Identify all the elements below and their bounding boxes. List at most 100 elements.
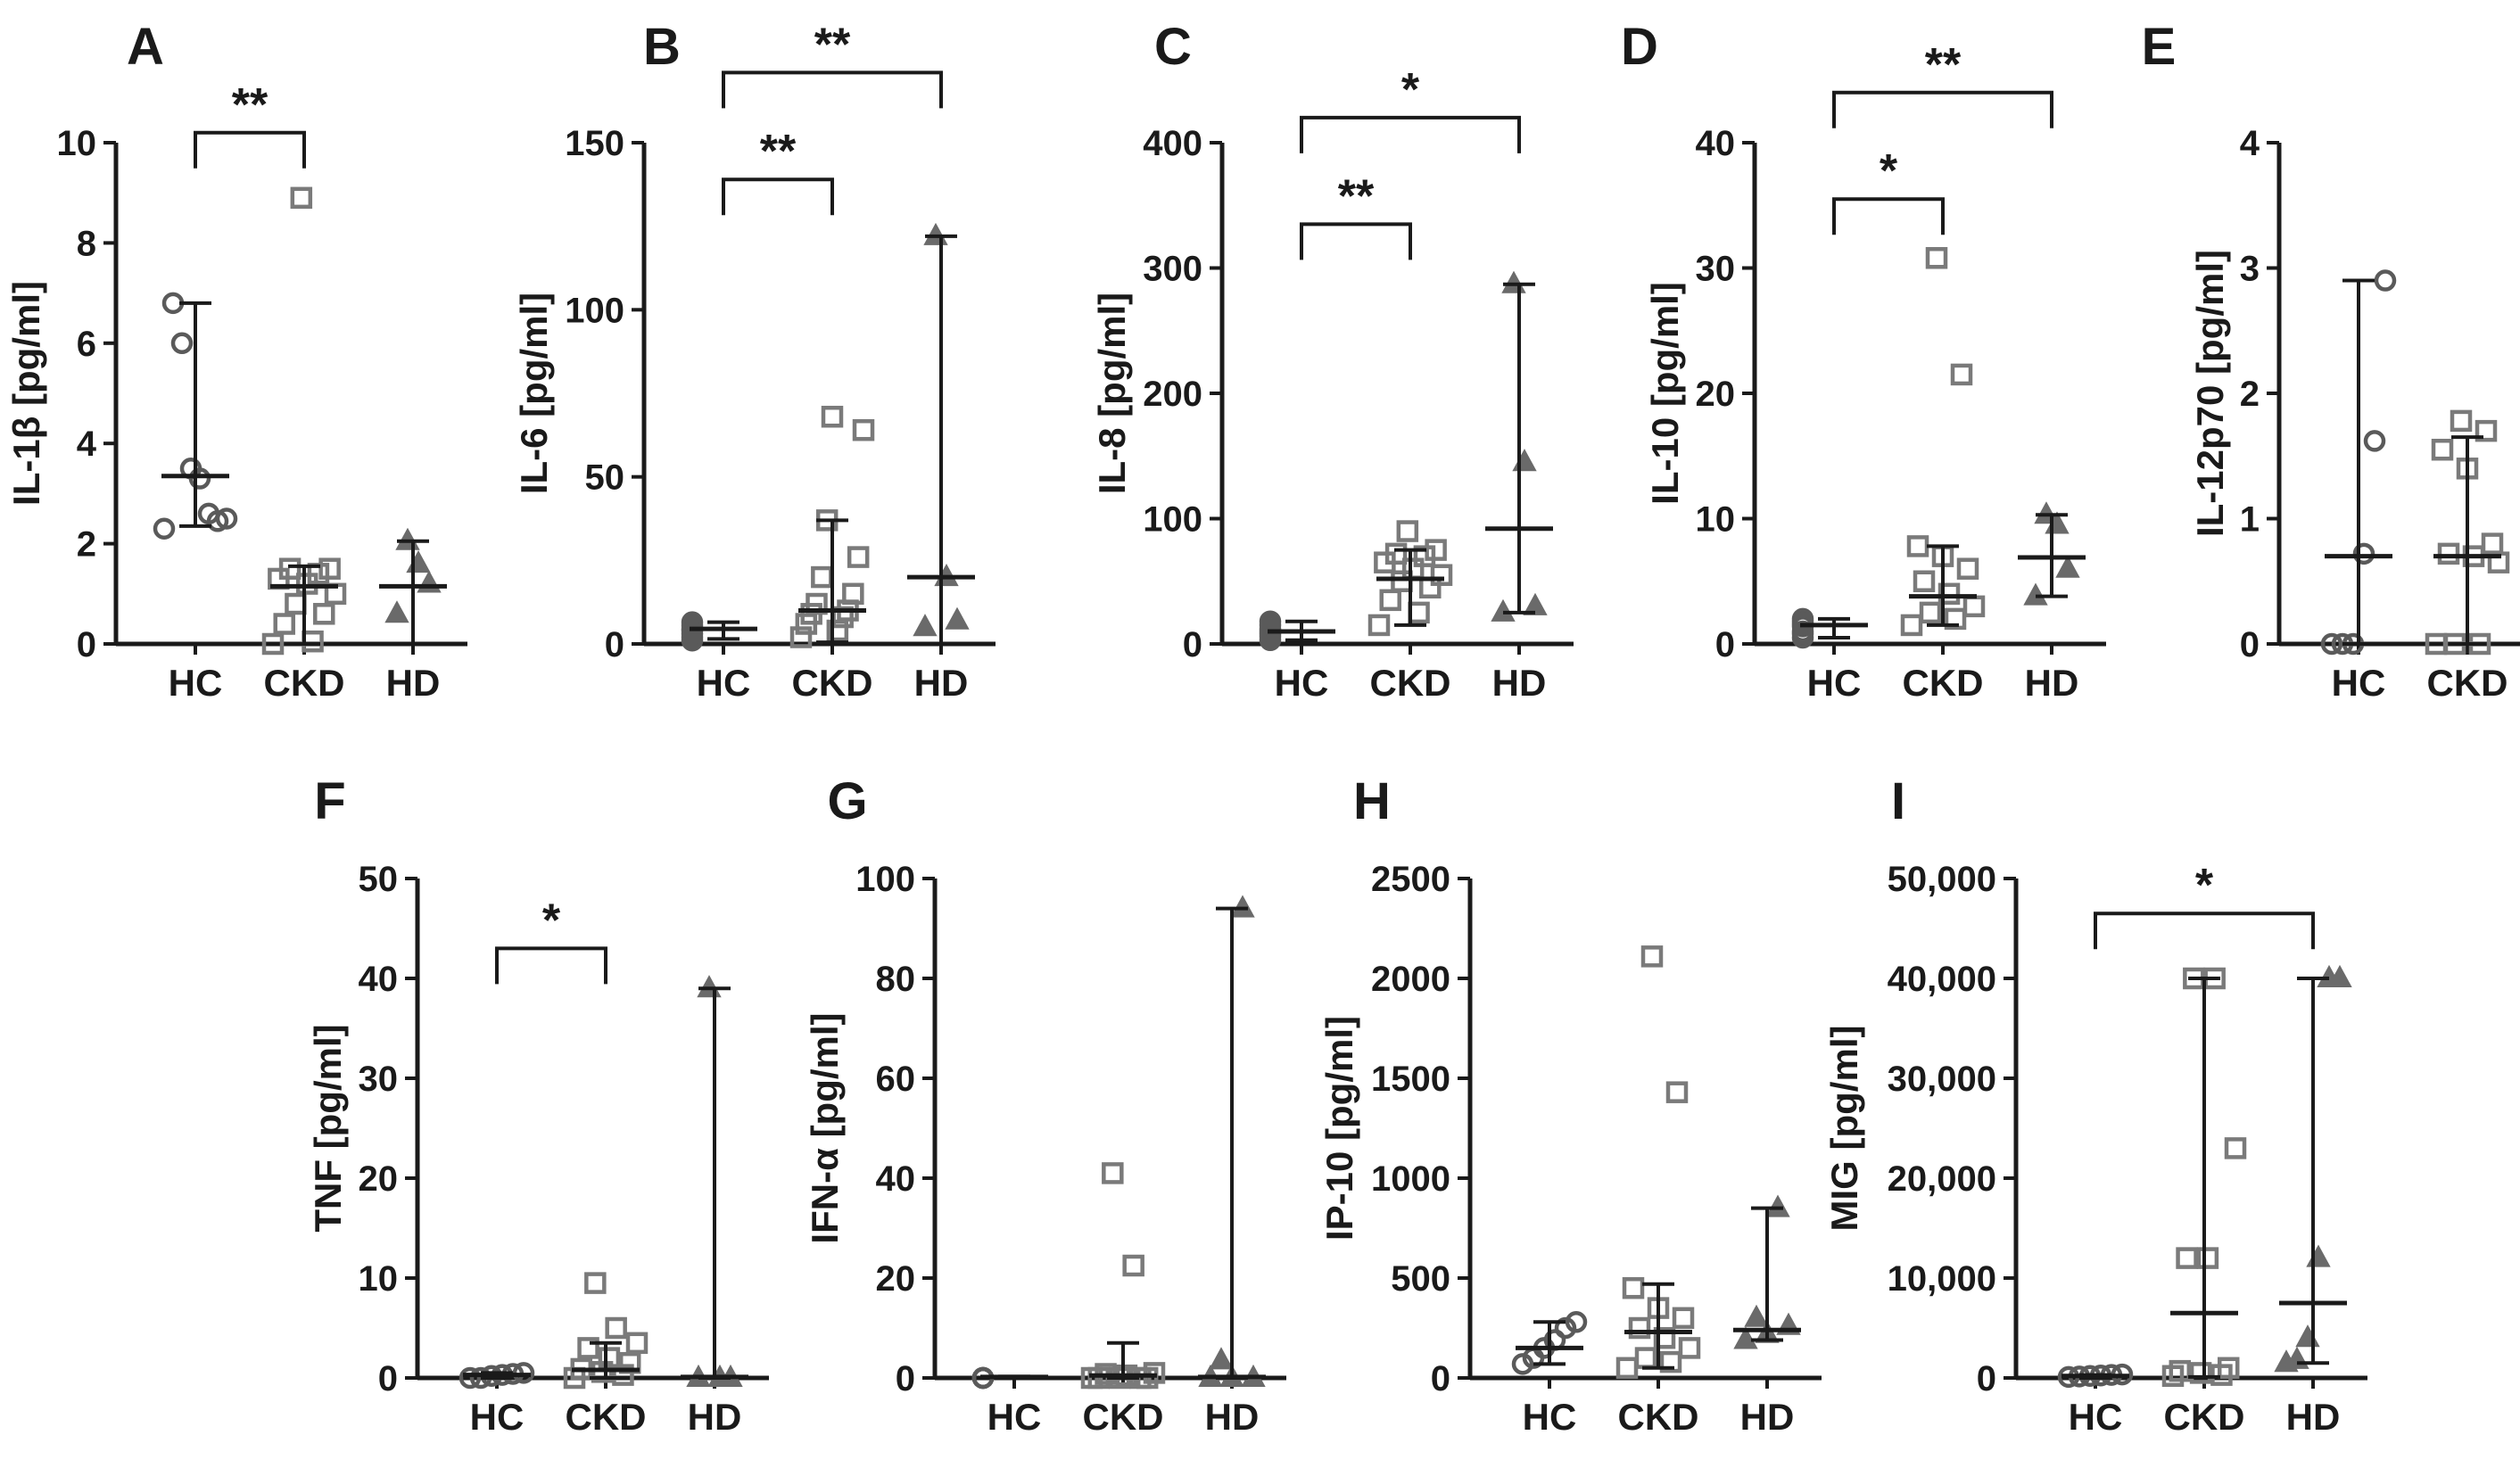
y-axis-title: IL-8 [pg/ml] — [1091, 293, 1133, 494]
panel-letter: D — [1621, 18, 1658, 76]
y-tick-label: 10,000 — [1888, 1259, 1996, 1299]
x-category-label: HD — [2025, 662, 2079, 704]
y-tick-label: 500 — [1391, 1259, 1450, 1299]
data-point — [2437, 542, 2460, 565]
data-point — [313, 603, 335, 625]
x-category-label: HC — [2332, 662, 2386, 704]
data-point — [1615, 1357, 1639, 1380]
data-point — [789, 626, 813, 648]
data-point — [1900, 614, 1923, 637]
data-point — [2176, 1247, 2198, 1269]
data-point — [1408, 601, 1430, 624]
panel-f: F 0 10 20 30 40 50 TNF [pg/ml] HC CKD HD * — [307, 772, 769, 1438]
group-hc — [153, 292, 238, 540]
group-hc — [681, 611, 757, 652]
y-tick-label: 20 — [876, 1259, 916, 1299]
group-hc — [1259, 610, 1335, 652]
group-ckd — [261, 186, 347, 656]
y-axis-title: IL-10 [pg/ml] — [1644, 282, 1686, 505]
y-tick-label: 40 — [359, 960, 399, 999]
group-hd — [681, 975, 748, 1387]
y-tick-label: 40 — [1696, 124, 1736, 163]
data-point — [811, 565, 833, 589]
data-point — [1209, 1347, 1234, 1370]
data-point — [577, 1337, 599, 1359]
data-point — [1678, 1337, 1701, 1359]
y-axis-title: IL-6 [pg/ml] — [513, 293, 555, 494]
significance-label: ** — [232, 79, 269, 131]
y-tick-label: 50 — [585, 458, 625, 498]
y-tick-label: 2 — [2240, 375, 2260, 414]
y-tick-label: 10 — [57, 124, 97, 163]
data-point — [1102, 1162, 1124, 1184]
data-point — [417, 570, 442, 593]
y-tick-label: 40 — [876, 1159, 916, 1199]
data-point — [1430, 564, 1453, 586]
data-point — [1419, 576, 1442, 599]
x-category-label: HD — [1740, 1396, 1795, 1438]
x-category-label: HC — [987, 1396, 1042, 1438]
significance-bracket — [495, 946, 607, 985]
data-point — [681, 611, 704, 633]
data-point — [1640, 945, 1664, 968]
group-hc — [971, 1366, 1048, 1390]
data-point — [2169, 1359, 2192, 1382]
y-tick-label: 2500 — [1371, 860, 1450, 899]
y-tick-label: 80 — [876, 960, 916, 999]
data-point — [852, 418, 875, 441]
data-point — [1672, 1307, 1695, 1330]
group-hd — [1198, 895, 1266, 1387]
significance-label: * — [2195, 860, 2214, 911]
data-point — [1634, 1347, 1657, 1369]
y-axis-title: IFN-α [pg/ml] — [804, 1012, 846, 1243]
data-point — [1413, 545, 1436, 567]
data-point — [1791, 607, 1814, 631]
panel-letter: B — [643, 18, 681, 76]
x-category-label: CKD — [566, 1396, 647, 1438]
group-ckd — [563, 1272, 649, 1390]
panel-g: G 0 20 40 60 80 100 IFN-α [pg/ml] HC CKD HD — [804, 772, 1286, 1438]
y-tick-label: 20 — [359, 1159, 399, 1199]
x-category-label: CKD — [1618, 1396, 1699, 1438]
data-point — [1379, 589, 1401, 612]
data-point — [278, 557, 302, 580]
group-ckd — [1900, 247, 1986, 637]
data-point — [2450, 409, 2473, 433]
data-point — [1944, 607, 1967, 631]
y-axis-title: TNF [pg/ml] — [307, 1024, 349, 1232]
y-tick-label: 0 — [1977, 1359, 1996, 1398]
y-tick-label: 30 — [359, 1060, 399, 1099]
panel-letter: F — [314, 772, 345, 830]
panel-letter: A — [127, 18, 164, 76]
x-category-label: CKD — [2427, 662, 2508, 704]
y-tick-label: 4 — [77, 425, 97, 464]
data-point — [2475, 419, 2498, 442]
group-ckd — [1367, 520, 1453, 637]
data-point — [1956, 557, 1979, 580]
y-tick-label: 40,000 — [1888, 960, 1996, 999]
data-point — [1906, 535, 1929, 557]
data-point — [1391, 570, 1413, 592]
significance-label: ** — [1925, 39, 1962, 91]
group-hd — [379, 527, 447, 646]
y-tick-label: 400 — [1143, 124, 1202, 163]
group-hd — [907, 222, 975, 646]
significance-bracket — [2094, 911, 2315, 950]
significance-bracket — [1300, 222, 1412, 260]
significance-bracket — [1832, 90, 2053, 128]
data-point — [1950, 363, 1973, 386]
data-point — [459, 1366, 482, 1390]
x-category-label: CKD — [1903, 662, 1984, 704]
x-category-label: HC — [1807, 662, 1862, 704]
y-tick-label: 6 — [77, 325, 96, 364]
y-tick-label: 30 — [1696, 250, 1736, 289]
y-tick-label: 1000 — [1371, 1159, 1450, 1199]
data-point — [598, 1347, 621, 1369]
data-point — [584, 1272, 607, 1294]
data-point — [821, 405, 844, 428]
panel-letter: I — [1891, 772, 1905, 830]
x-category-label: HD — [1492, 662, 1547, 704]
data-point — [261, 632, 285, 656]
x-category-label: HD — [688, 1396, 742, 1438]
data-point — [1425, 539, 1447, 561]
